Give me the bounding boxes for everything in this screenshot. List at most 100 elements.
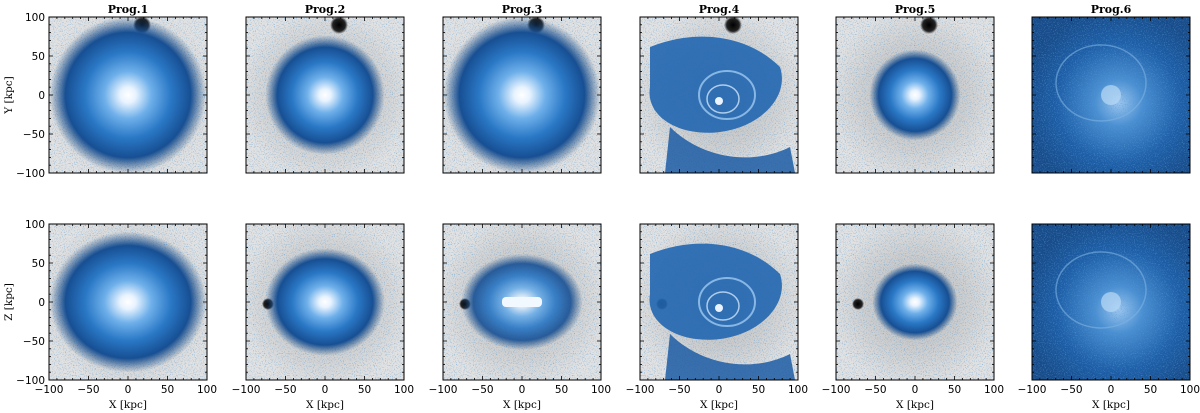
satellite-blob [330, 17, 348, 34]
y-tick-label: 100 [25, 219, 45, 231]
stellar-disk [265, 248, 385, 356]
tick-marks [1031, 223, 1191, 381]
tick-marks [835, 223, 995, 381]
panel-r1-c1: −100 −50 0 50 100 X [kpc] [232, 223, 414, 411]
x-tick-label: −100 [232, 384, 261, 396]
y-tick-label: −50 [23, 129, 45, 141]
stellar-disk [872, 263, 958, 341]
tick-marks [835, 16, 995, 174]
x-tick-label: 50 [752, 384, 765, 396]
x-tick-label: 50 [358, 384, 371, 396]
x-tick-label: 100 [197, 384, 217, 396]
panel-title: Prog.6 [1091, 3, 1132, 16]
x-tick-label: −100 [35, 384, 64, 396]
panel-image [640, 224, 798, 380]
panel-r1-c2: −100 −50 0 50 100 X [kpc] [429, 223, 611, 411]
panel-title: Prog.5 [895, 3, 936, 16]
x-tick-label: 0 [716, 384, 723, 396]
panel-title: Prog.2 [305, 3, 346, 16]
panel-image [1032, 224, 1190, 380]
faint-core [1101, 85, 1121, 105]
stellar-disk [265, 35, 385, 155]
x-tick-label: −50 [864, 384, 886, 396]
x-tick-label: 0 [125, 384, 132, 396]
stellar-disk [443, 17, 601, 173]
y-tick-label: 50 [32, 51, 45, 63]
x-tick-label: 100 [984, 384, 1004, 396]
x-axis-label: X [kpc] [503, 399, 541, 411]
x-tick-label: 0 [519, 384, 526, 396]
panel-image [836, 224, 994, 380]
panel-image [49, 224, 207, 380]
satellite-blob [724, 17, 742, 34]
panel-image [1032, 17, 1190, 173]
tick-marks [245, 16, 405, 174]
x-tick-label: 100 [394, 384, 414, 396]
x-tick-label: 50 [1144, 384, 1157, 396]
x-tick-label: −100 [822, 384, 851, 396]
panel-image [836, 17, 994, 173]
panel-image [443, 224, 601, 380]
panel-title: Prog.3 [502, 3, 543, 16]
y-tick-label: −100 [16, 168, 45, 180]
panel-r0-c1: Prog.2 [245, 3, 405, 174]
panel-r0-c2: Prog.3 [442, 3, 602, 174]
x-tick-label: −50 [274, 384, 296, 396]
x-tick-label: −100 [429, 384, 458, 396]
faint-core [1101, 292, 1121, 312]
panel-image [443, 17, 601, 173]
panel-r1-c3: −100 −50 0 50 100 X [kpc] [626, 223, 808, 411]
y-tick-label: 0 [38, 90, 45, 102]
x-tick-label: −100 [626, 384, 655, 396]
panel-image [246, 17, 404, 173]
y-tick-label: −100 [16, 375, 45, 387]
x-tick-label: −50 [668, 384, 690, 396]
x-tick-label: 50 [555, 384, 568, 396]
x-axis-label: X [kpc] [700, 399, 738, 411]
y-tick-label: 0 [38, 297, 45, 309]
panel-image [640, 17, 798, 173]
y-tick-label: 50 [32, 258, 45, 270]
tick-marks [48, 223, 208, 381]
tidal-shells [649, 243, 795, 380]
x-tick-label: −100 [1018, 384, 1047, 396]
tick-marks [1031, 16, 1191, 174]
faint-shell [1055, 44, 1147, 122]
y-axis-label: Z [kpc] [3, 283, 15, 321]
panel-title: Prog.1 [108, 3, 149, 16]
x-tick-label: 50 [948, 384, 961, 396]
y-tick-label: 100 [25, 12, 45, 24]
x-axis-label: X [kpc] [1092, 399, 1130, 411]
panel-r0-c4: Prog.5 [835, 3, 995, 174]
panel-r0-c0: Prog.1 100 50 0 −50 −100 Y [kpc] [3, 3, 208, 180]
faint-shell [1055, 251, 1147, 329]
x-tick-label: 0 [322, 384, 329, 396]
stellar-bar [502, 297, 542, 307]
x-axis-label: X [kpc] [109, 399, 147, 411]
x-tick-label: 100 [1180, 384, 1200, 396]
tick-marks [442, 223, 602, 381]
tidal-shells [649, 36, 795, 173]
tick-marks [442, 16, 602, 174]
stellar-disk [869, 49, 961, 141]
panel-r0-c3: Prog.4 [639, 3, 799, 174]
tick-marks [639, 223, 799, 381]
x-axis-label: X [kpc] [306, 399, 344, 411]
y-axis-label: Y [kpc] [3, 76, 15, 114]
x-tick-label: 0 [912, 384, 919, 396]
x-tick-label: 50 [161, 384, 174, 396]
panel-r1-c0: 100 50 0 −50 −100 Z [kpc] −100 −50 0 50 100 X [kpc] [3, 219, 217, 411]
satellite-blob [920, 17, 938, 34]
stellar-disk [49, 17, 207, 173]
x-tick-label: 100 [591, 384, 611, 396]
panel-image [246, 224, 404, 380]
panel-r0-c5: Prog.6 [1031, 3, 1191, 174]
tick-marks [48, 16, 208, 174]
panel-title: Prog.4 [699, 3, 740, 16]
stellar-disk [49, 231, 207, 373]
x-tick-label: −50 [77, 384, 99, 396]
panel-r1-c5: −100 −50 0 50 100 X [kpc] [1018, 223, 1200, 411]
panel-image [49, 17, 207, 173]
tick-marks [245, 223, 405, 381]
